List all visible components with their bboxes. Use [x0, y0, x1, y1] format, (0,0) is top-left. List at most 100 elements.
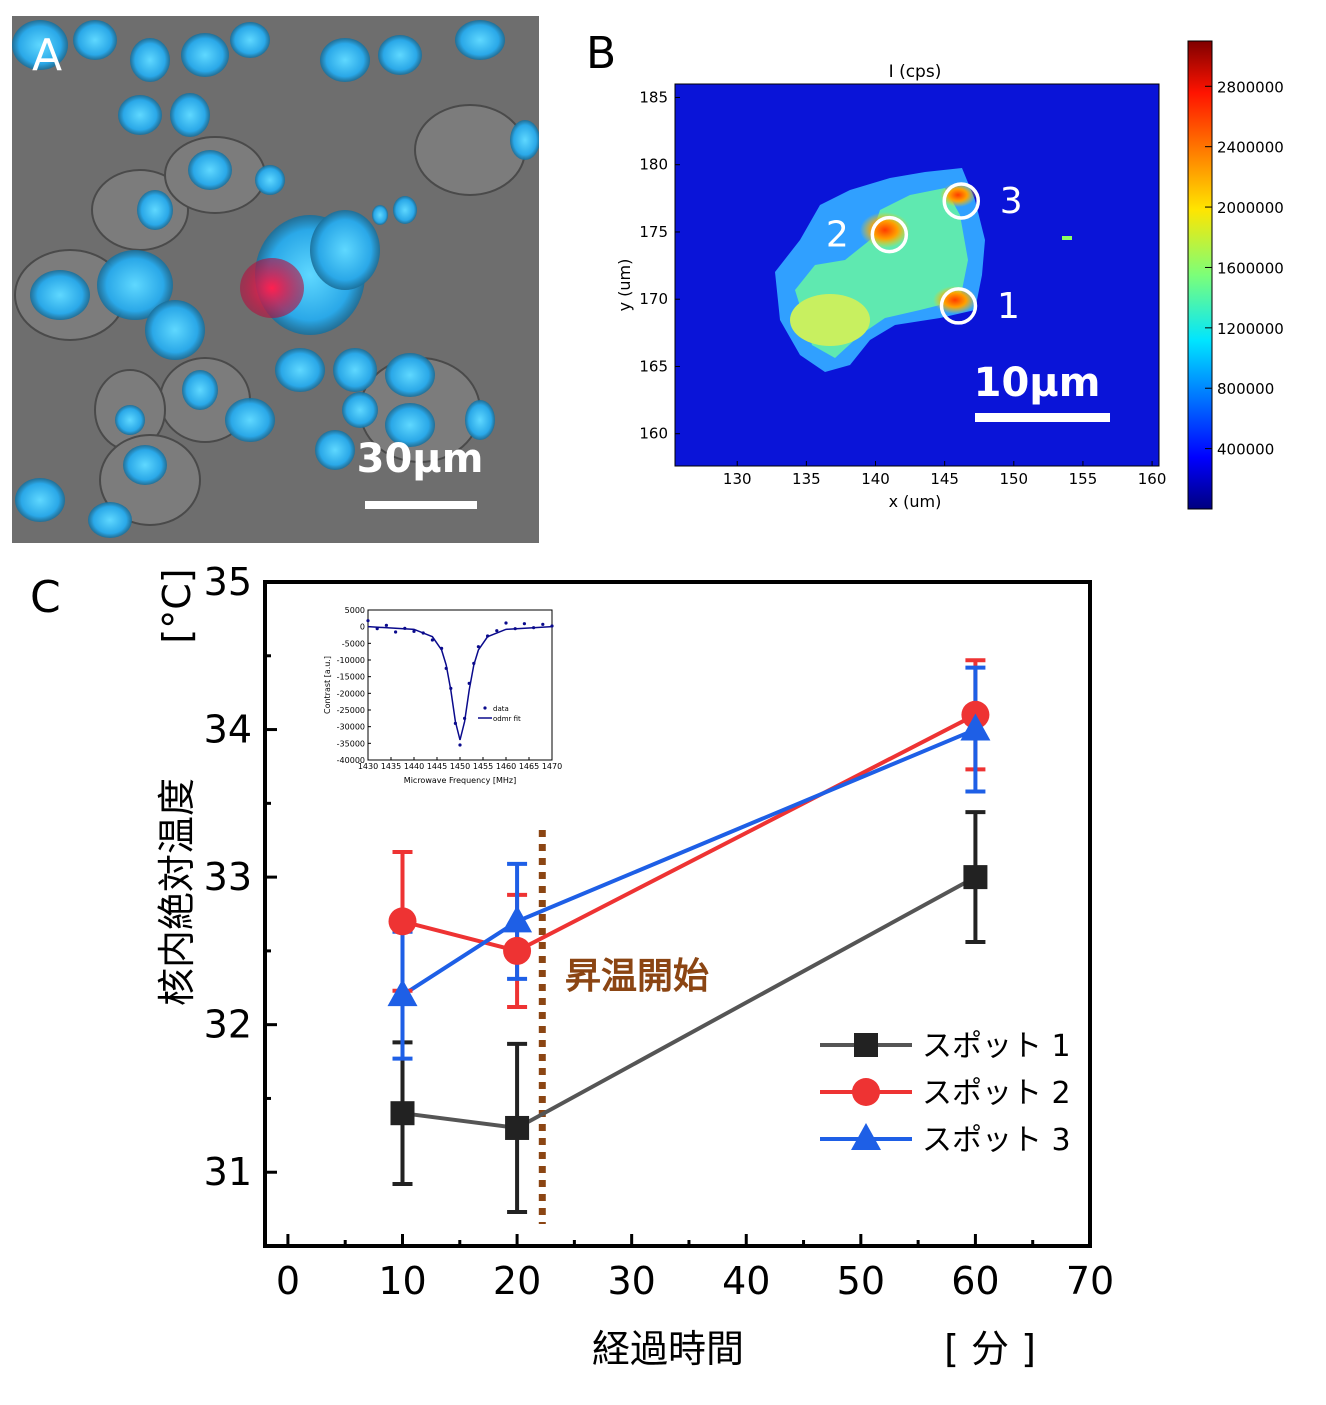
- colorbar-ticks: 2800000 2400000 2000000 1600000 1200000 80000…: [1205, 78, 1284, 459]
- x-tick-label: 0: [276, 1259, 300, 1303]
- heating-start-label: 昇温開始: [565, 956, 709, 997]
- spot-circle-2: [870, 215, 909, 254]
- inset-ylabel: Contrast [a.u.]: [323, 656, 332, 714]
- inset-data-point: [486, 634, 490, 638]
- inset-x-tick-label: 1465: [519, 762, 539, 771]
- inset-y-tick-label: -35000: [337, 739, 365, 748]
- y-tick-label: 33: [204, 855, 252, 899]
- heatmap-x-tick-label: 140: [861, 470, 890, 488]
- inset-y-tick-label: 5000: [345, 606, 365, 615]
- colorbar-tick-label: 2400000: [1217, 139, 1284, 157]
- inset-legend-marker-data: [483, 706, 487, 710]
- heatmap-y-tick-label: 170: [639, 290, 668, 308]
- x-tick-label: 40: [722, 1259, 770, 1303]
- legend-label-3: スポット 3: [922, 1123, 1071, 1158]
- scale-bar-b: [975, 413, 1110, 422]
- data-point-spot-2: [503, 936, 532, 965]
- inset-data-point: [550, 624, 554, 628]
- inset-data-point: [412, 629, 416, 633]
- inset-data-point: [541, 622, 545, 626]
- colorbar-tick-label: 400000: [1217, 441, 1274, 459]
- inset-frame: [367, 609, 553, 761]
- cell-warm-region: [790, 294, 870, 346]
- data-point-spot-1: [963, 865, 988, 890]
- scale-bar-b-label: 10μm: [974, 360, 1101, 406]
- legend-label-1: スポット 1: [922, 1029, 1071, 1064]
- stained-nucleus: [240, 258, 304, 318]
- cell-nuclei: [12, 20, 539, 538]
- x-tick-label: 10: [378, 1259, 426, 1303]
- inset-xlabel: Microwave Frequency [MHz]: [404, 776, 516, 785]
- scale-bar-a-label: 30μm: [357, 436, 484, 482]
- plot-frame: [263, 580, 1092, 1248]
- legend-label-2: スポット 2: [922, 1076, 1071, 1111]
- stray-pixel: [1062, 236, 1072, 240]
- inset-data-point: [467, 681, 471, 685]
- y-tick-label: 34: [204, 708, 252, 752]
- inset-fit-line: [367, 625, 553, 741]
- inset-data-point: [440, 646, 444, 650]
- inset-data-point: [476, 645, 480, 649]
- odmr-inset-chart: 1430 1435 1440 1445 1450 1455 1460 1465 1470 5000…: [323, 606, 562, 785]
- heatmap-x-tick-label: 160: [1138, 470, 1167, 488]
- inset-data-point: [513, 627, 517, 631]
- heatmap-x-tick-label: 155: [1069, 470, 1098, 488]
- colorbar: [1187, 40, 1213, 510]
- x-tick-label: 20: [493, 1259, 541, 1303]
- data-point-spot-3: [502, 905, 533, 933]
- heatmap-image: 10μm: [675, 84, 1159, 466]
- panel-a-micrograph: 30μm A: [12, 16, 539, 543]
- temperature-chart: 0 10 20 30 40 50 60 70 31 32 33 34 35 経過時間 [ 分 ] 核内絶対温度…: [155, 560, 1114, 1371]
- inset-y-tick-label: -30000: [337, 723, 365, 732]
- heatmap-axes: 130 135 140 145 150 155 160 185 180 175 170 165 160: [639, 88, 1166, 488]
- spot-label-1: 1: [997, 286, 1020, 327]
- inset-data-point: [472, 661, 476, 665]
- heatmap-x-tick-label: 145: [930, 470, 959, 488]
- x-axis-label: 経過時間: [592, 1327, 744, 1371]
- spot-label-2: 2: [826, 215, 849, 256]
- inset-y-tick-label: -15000: [337, 673, 365, 682]
- inset-data-point: [495, 629, 499, 633]
- inset-x-tick-label: 1460: [496, 762, 516, 771]
- heatmap-x-tick-label: 130: [723, 470, 752, 488]
- inset-data-point: [504, 621, 508, 625]
- spot-label-3: 3: [1000, 181, 1023, 222]
- heatmap-ylabel: y (um): [615, 259, 634, 312]
- inset-y-tick-label: -20000: [337, 689, 365, 698]
- spot-circles: 1 2 3: [826, 181, 1023, 327]
- heatmap-x-tick-label: 150: [999, 470, 1028, 488]
- y-tick-label: 31: [204, 1150, 252, 1194]
- heatmap-y-tick-label: 185: [639, 88, 668, 106]
- panel-a-letter: A: [32, 30, 62, 81]
- heatmap-y-tick-label: 165: [639, 357, 668, 375]
- x-tick-label: 30: [607, 1259, 655, 1303]
- inset-legend-data: data: [493, 705, 509, 713]
- colorbar-tick-label: 2000000: [1217, 199, 1284, 217]
- legend-marker-1: [854, 1033, 878, 1057]
- inset-x-tick-label: 1470: [542, 762, 562, 771]
- x-tick-label: 70: [1066, 1259, 1114, 1303]
- heatmap-xlabel: x (um): [889, 492, 942, 511]
- inset-data-point: [522, 622, 527, 626]
- legend-marker-3: [851, 1123, 881, 1150]
- inset-data-point: [444, 666, 448, 670]
- data-point-spot-3: [387, 979, 418, 1007]
- inset-x-tick-label: 1450: [450, 762, 470, 771]
- inset-data-point: [449, 686, 453, 690]
- inset-x-tick-label: 1440: [404, 762, 424, 771]
- x-axis-unit: [ 分 ]: [944, 1327, 1036, 1371]
- x-tick-label: 60: [951, 1259, 999, 1303]
- legend-marker-2: [852, 1078, 880, 1106]
- inset-x-tick-label: 1435: [381, 762, 401, 771]
- inset-y-tick-label: 0: [360, 623, 365, 632]
- inset-data-point: [453, 721, 457, 725]
- inset-x-tick-label: 1455: [473, 762, 493, 771]
- inset-y-tick-label: -40000: [337, 756, 365, 765]
- spot-circle-1: [939, 287, 978, 325]
- inset-data-point: [458, 743, 462, 747]
- data-point-spot-2: [388, 907, 417, 936]
- inset-data-point: [430, 638, 434, 642]
- colorbar-tick-label: 1600000: [1217, 259, 1284, 277]
- scale-bar-a: [365, 501, 477, 509]
